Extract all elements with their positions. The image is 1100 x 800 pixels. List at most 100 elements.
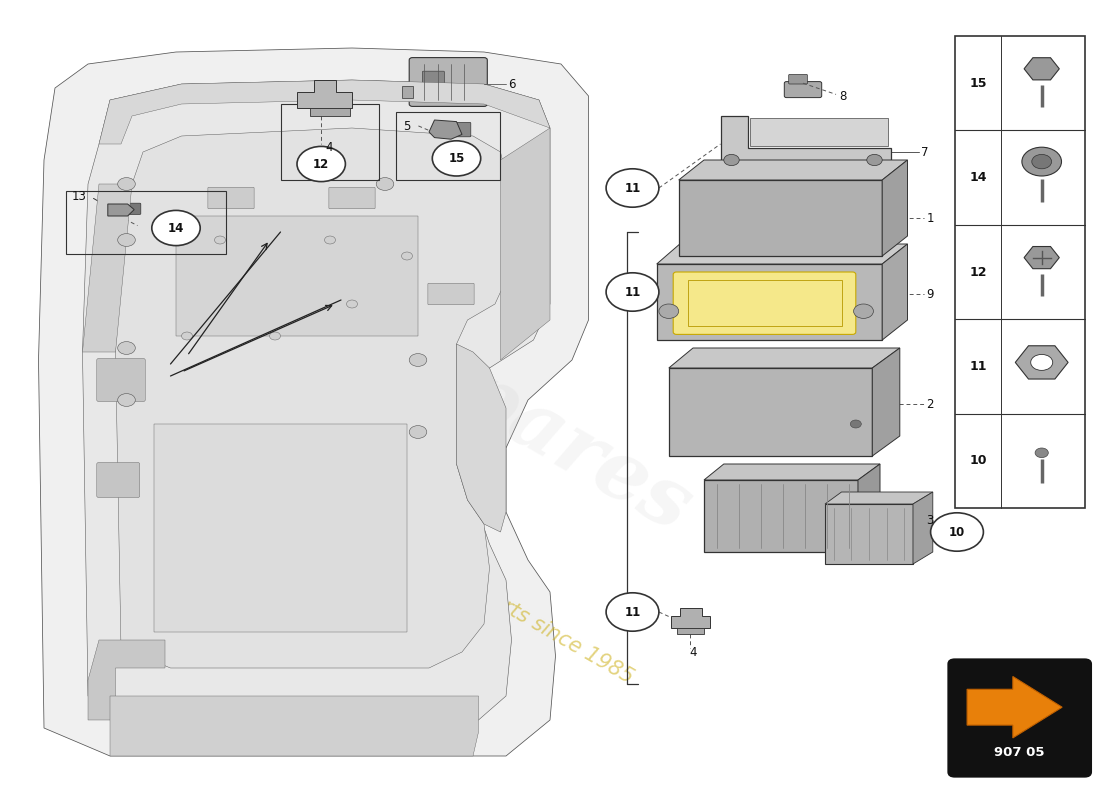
Text: 5: 5 xyxy=(403,120,410,133)
Text: 9: 9 xyxy=(926,288,934,301)
Circle shape xyxy=(931,513,983,551)
FancyBboxPatch shape xyxy=(329,187,375,209)
Polygon shape xyxy=(310,108,350,116)
Polygon shape xyxy=(967,677,1063,738)
FancyBboxPatch shape xyxy=(678,429,852,454)
Circle shape xyxy=(606,273,659,311)
Text: 15: 15 xyxy=(969,77,987,90)
Circle shape xyxy=(118,234,135,246)
FancyBboxPatch shape xyxy=(455,122,471,137)
FancyBboxPatch shape xyxy=(208,187,254,209)
FancyBboxPatch shape xyxy=(669,368,872,456)
FancyBboxPatch shape xyxy=(750,118,888,146)
Polygon shape xyxy=(671,608,710,628)
FancyBboxPatch shape xyxy=(218,238,332,298)
Circle shape xyxy=(854,304,873,318)
Polygon shape xyxy=(99,80,550,144)
Polygon shape xyxy=(858,464,880,552)
Polygon shape xyxy=(39,48,588,756)
FancyBboxPatch shape xyxy=(705,438,720,452)
Circle shape xyxy=(118,394,135,406)
FancyBboxPatch shape xyxy=(685,438,701,452)
FancyBboxPatch shape xyxy=(657,264,882,340)
FancyBboxPatch shape xyxy=(825,504,913,564)
FancyBboxPatch shape xyxy=(745,438,760,452)
Polygon shape xyxy=(110,696,478,756)
FancyBboxPatch shape xyxy=(685,230,750,254)
FancyBboxPatch shape xyxy=(789,74,807,84)
FancyBboxPatch shape xyxy=(755,230,808,254)
Circle shape xyxy=(324,236,336,244)
FancyBboxPatch shape xyxy=(409,58,487,106)
Polygon shape xyxy=(882,160,908,256)
Polygon shape xyxy=(500,128,550,360)
Polygon shape xyxy=(825,492,933,504)
Text: 11: 11 xyxy=(969,360,987,373)
Polygon shape xyxy=(676,628,704,634)
Circle shape xyxy=(152,210,200,246)
FancyBboxPatch shape xyxy=(780,485,799,498)
Circle shape xyxy=(1035,448,1048,458)
Circle shape xyxy=(1032,154,1052,169)
Circle shape xyxy=(346,300,358,308)
Polygon shape xyxy=(456,344,506,532)
Circle shape xyxy=(659,304,679,318)
FancyBboxPatch shape xyxy=(948,659,1091,777)
Circle shape xyxy=(118,342,135,354)
Circle shape xyxy=(376,178,394,190)
Circle shape xyxy=(606,169,659,207)
FancyBboxPatch shape xyxy=(750,485,768,498)
Circle shape xyxy=(867,154,882,166)
Circle shape xyxy=(182,332,192,340)
Polygon shape xyxy=(657,244,907,264)
FancyBboxPatch shape xyxy=(855,209,881,233)
FancyBboxPatch shape xyxy=(1020,443,1064,462)
Text: 907 05: 907 05 xyxy=(994,746,1045,759)
Text: 12: 12 xyxy=(969,266,987,278)
Polygon shape xyxy=(704,464,880,480)
FancyBboxPatch shape xyxy=(97,358,145,402)
Polygon shape xyxy=(882,244,908,340)
Text: 1: 1 xyxy=(926,212,934,225)
Text: 4: 4 xyxy=(326,141,333,154)
Polygon shape xyxy=(88,640,165,720)
Text: 7: 7 xyxy=(921,146,928,158)
Text: eurocarpares: eurocarpares xyxy=(131,171,705,549)
Polygon shape xyxy=(913,492,933,564)
FancyBboxPatch shape xyxy=(859,415,872,441)
FancyBboxPatch shape xyxy=(810,485,829,498)
Circle shape xyxy=(432,141,481,176)
FancyBboxPatch shape xyxy=(784,82,822,98)
Circle shape xyxy=(606,593,659,631)
Polygon shape xyxy=(720,116,891,168)
FancyBboxPatch shape xyxy=(428,283,474,305)
Text: 14: 14 xyxy=(168,222,184,234)
FancyBboxPatch shape xyxy=(97,462,140,498)
Polygon shape xyxy=(669,348,900,368)
Text: 12: 12 xyxy=(314,158,329,170)
Polygon shape xyxy=(108,204,134,216)
Text: 13: 13 xyxy=(72,190,87,202)
Polygon shape xyxy=(297,80,352,108)
Circle shape xyxy=(409,426,427,438)
FancyBboxPatch shape xyxy=(128,203,141,214)
Text: 10: 10 xyxy=(949,526,965,538)
Circle shape xyxy=(1031,354,1053,370)
Circle shape xyxy=(297,146,345,182)
Circle shape xyxy=(409,354,427,366)
Text: 10: 10 xyxy=(969,454,987,467)
Polygon shape xyxy=(872,348,900,456)
FancyBboxPatch shape xyxy=(719,485,738,498)
Text: 4: 4 xyxy=(690,646,696,659)
Polygon shape xyxy=(679,160,908,180)
Polygon shape xyxy=(154,424,407,632)
Text: a passion for parts since 1985: a passion for parts since 1985 xyxy=(353,513,637,687)
FancyBboxPatch shape xyxy=(725,438,740,452)
FancyBboxPatch shape xyxy=(955,36,1085,508)
Polygon shape xyxy=(116,128,506,668)
Text: 8: 8 xyxy=(839,90,847,102)
Circle shape xyxy=(118,178,135,190)
Text: 11: 11 xyxy=(625,286,640,298)
Polygon shape xyxy=(176,216,418,336)
FancyBboxPatch shape xyxy=(673,272,856,334)
